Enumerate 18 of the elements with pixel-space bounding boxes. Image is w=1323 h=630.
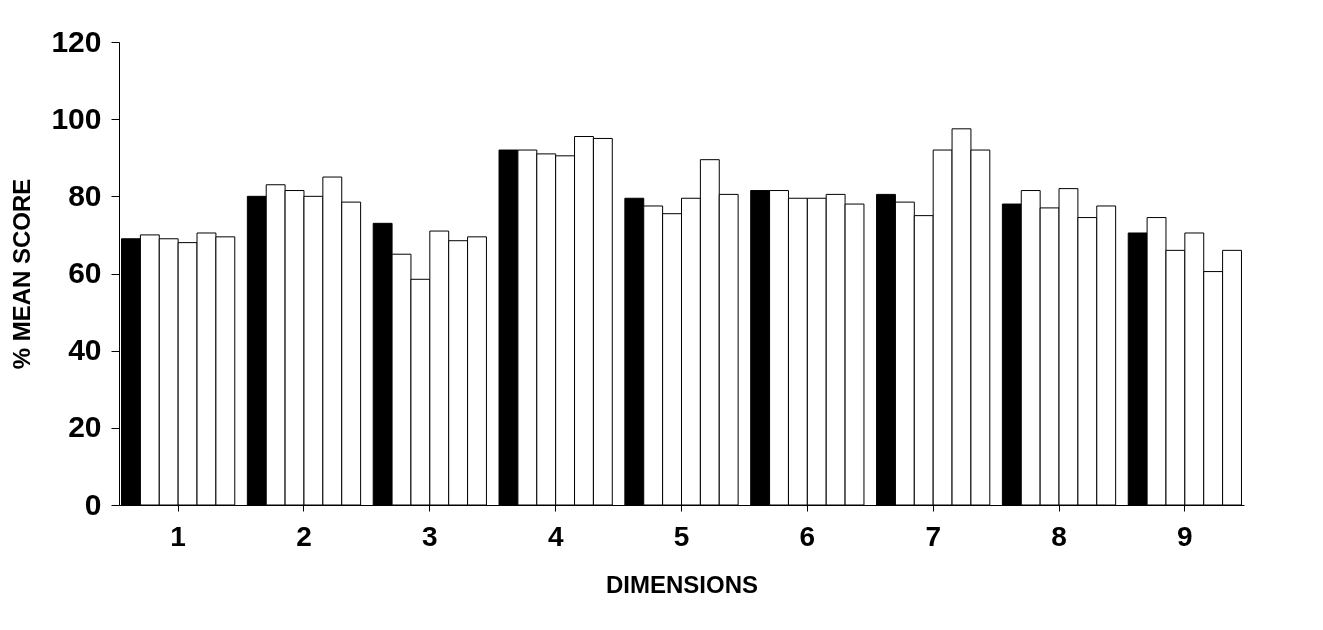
y-axis-title: % MEAN SCORE bbox=[8, 178, 36, 370]
y-tick-label: 20 bbox=[68, 410, 102, 444]
y-tick-label: 80 bbox=[68, 178, 102, 212]
x-tick-label: 2 bbox=[296, 520, 312, 552]
x-tick-label: 4 bbox=[547, 520, 564, 552]
y-tick-label: 40 bbox=[68, 333, 102, 367]
y-tick-label: 0 bbox=[84, 487, 102, 521]
y-tick-label: 60 bbox=[68, 256, 102, 289]
x-tick-label: 9 bbox=[1177, 520, 1193, 552]
x-axis-title: DIMENSIONS bbox=[605, 570, 759, 598]
x-tick-label: 3 bbox=[422, 520, 438, 552]
x-tick-label: 7 bbox=[925, 520, 941, 552]
y-tick-label: 120 bbox=[51, 24, 102, 58]
x-tick-label: 5 bbox=[673, 520, 690, 552]
y-tick-label: 100 bbox=[51, 101, 102, 135]
x-tick-label: 6 bbox=[799, 520, 816, 552]
x-tick-label: 8 bbox=[1051, 520, 1067, 552]
x-tick-label: 1 bbox=[170, 520, 186, 552]
